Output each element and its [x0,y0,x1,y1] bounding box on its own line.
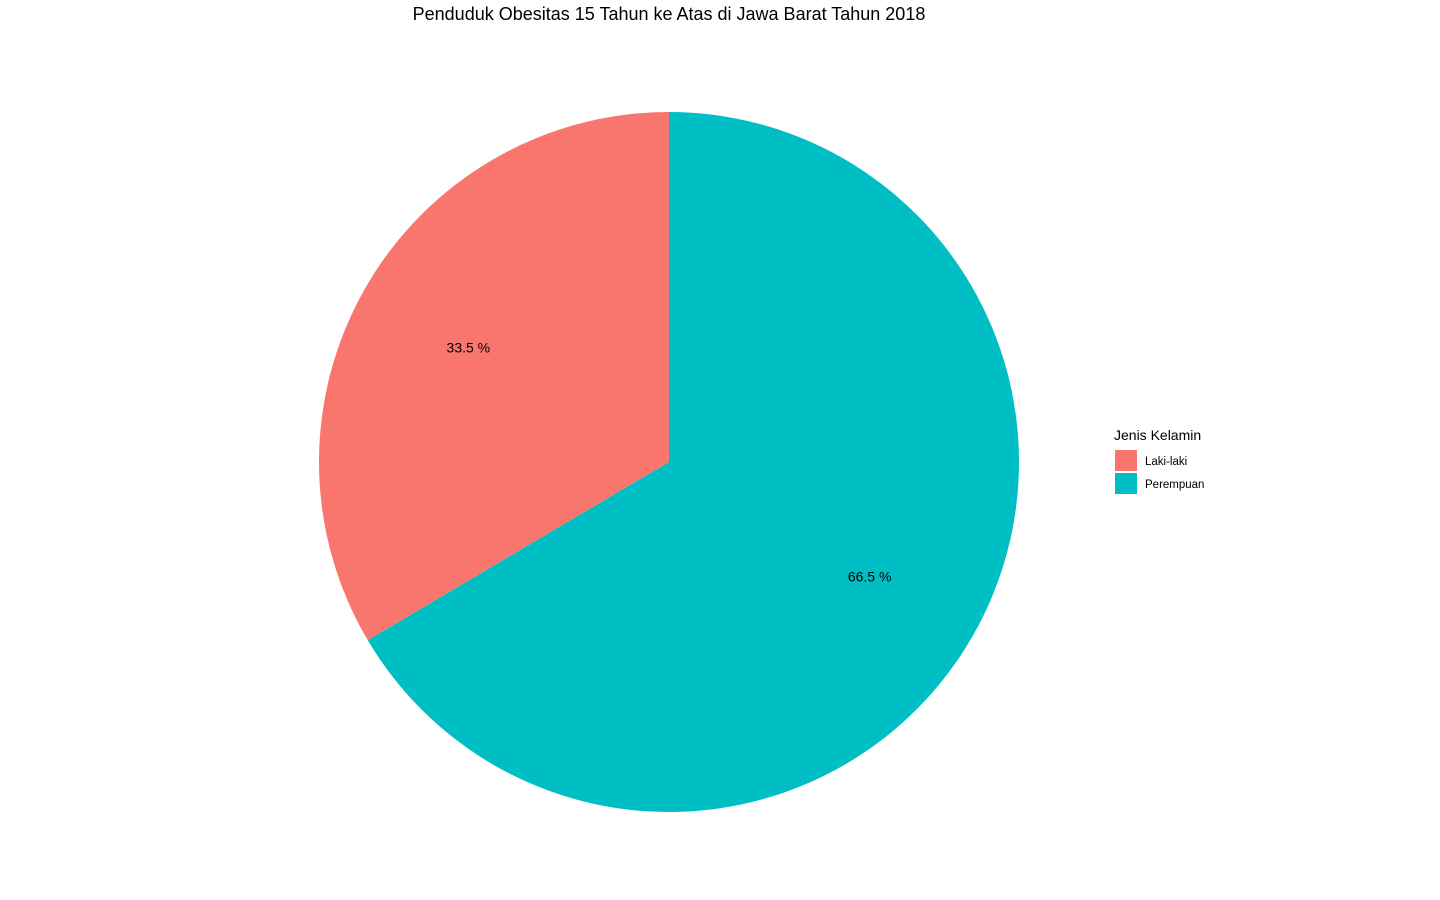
chart-title: Penduduk Obesitas 15 Tahun ke Atas di Ja… [413,4,926,24]
pie-slice-laki-laki [319,112,669,641]
legend-label-laki-laki: Laki-laki [1145,456,1187,468]
legend-title: Jenis Kelamin [1114,427,1201,443]
pie-slice-label-laki-laki: 33.5 % [447,340,491,356]
legend-label-perempuan: Perempuan [1145,479,1204,491]
pie-slice-label-perempuan: 66.5 % [848,568,892,584]
legend: Jenis Kelamin Laki-laki Perempuan [1114,427,1204,494]
legend-swatch-laki-laki [1115,450,1137,471]
pie-slice-perempuan [367,112,1020,812]
legend-items: Laki-laki Perempuan [1115,450,1204,494]
pie-slices [319,112,1020,812]
pie-slice-labels: 33.5 % 66.5 % [447,340,892,585]
legend-swatch-perempuan [1115,473,1137,494]
